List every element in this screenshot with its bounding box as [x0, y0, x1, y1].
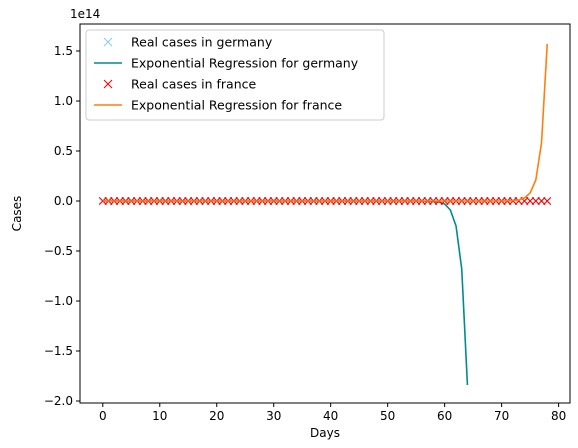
y-axis: −2.0 −1.5 −1.0 −0.5 0.0 0.5 1.0 1.5	[44, 44, 80, 408]
series-3-point-76-stroke-b	[531, 197, 540, 205]
legend-handle-1	[103, 37, 113, 47]
legend-label-1: Real cases in germany	[131, 35, 273, 50]
x-tick-label-0: 0	[99, 409, 107, 423]
legend-box	[85, 29, 385, 121]
x-axis: 0 10 20 30 40 50 60 70 80	[99, 403, 566, 423]
y-tick-label-3: −0.5	[44, 244, 73, 258]
y-tick-label-0: −2.0	[44, 394, 73, 408]
x-axis-label: Days	[310, 426, 340, 440]
legend: Real cases in germany Exponential Regress…	[85, 29, 385, 121]
y-tick-label-7: 1.5	[54, 44, 73, 58]
x-tick-label-5: 50	[380, 409, 395, 423]
y-tick-label-6: 1.0	[54, 94, 73, 108]
x-tick-label-7: 70	[494, 409, 509, 423]
y-tick-label-2: −1.0	[44, 294, 73, 308]
legend-handle-3-stroke-b	[103, 79, 113, 89]
y-axis-label: Cases	[10, 196, 24, 232]
series-3-point-76	[531, 197, 540, 205]
x-tick-label-3: 30	[266, 409, 281, 423]
legend-label-3: Real cases in france	[131, 77, 257, 92]
series-3-point-75-stroke-b	[526, 197, 535, 205]
x-tick-label-6: 60	[437, 409, 452, 423]
x-tick-label-4: 40	[323, 409, 338, 423]
series-3-point-78-stroke-b	[543, 197, 552, 205]
legend-handle-1-stroke-b	[103, 37, 113, 47]
y-axis-offset-text: 1e14	[70, 7, 100, 21]
series-4	[102, 43, 549, 202]
legend-label-2: Exponential Regression for germany	[131, 56, 359, 71]
x-tick-label-1: 10	[152, 409, 167, 423]
series-3-point-77	[537, 197, 546, 205]
x-tick-label-8: 80	[551, 409, 566, 423]
series-3-point-75	[526, 197, 535, 205]
legend-label-4: Exponential Regression for france	[131, 98, 342, 113]
y-tick-label-5: 0.5	[54, 144, 73, 158]
series-3-point-77-stroke-b	[537, 197, 546, 205]
series-3-point-74-stroke-b	[520, 197, 529, 205]
y-tick-label-4: 0.0	[54, 194, 73, 208]
x-tick-label-2: 20	[209, 409, 224, 423]
plot-area-frame	[79, 23, 571, 404]
series-4-line	[102, 43, 549, 202]
series-layer	[98, 43, 552, 386]
legend-handle-3	[103, 79, 113, 89]
y-tick-label-1: −1.5	[44, 344, 73, 358]
series-3-point-78	[543, 197, 552, 205]
